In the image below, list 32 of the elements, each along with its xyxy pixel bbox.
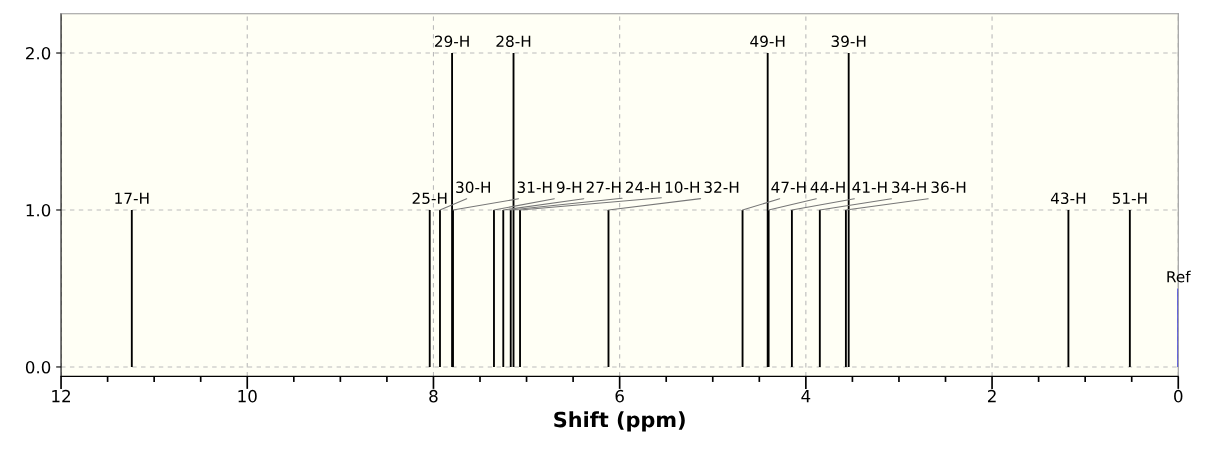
annotation: 47-H	[771, 181, 806, 193]
annotation: 31-H	[517, 181, 552, 194]
annotation: 10-H	[665, 181, 699, 194]
annotation: 32-H	[704, 181, 739, 194]
annotation: 51-H	[1112, 192, 1147, 205]
annotation: 9-H	[556, 181, 582, 194]
annotation: 44-H	[810, 181, 845, 193]
x-tick-label: 2	[987, 389, 996, 403]
annotation: 30-H	[456, 181, 490, 194]
x-tick-label: 6	[615, 389, 624, 403]
x-axis-title: Shift (ppm)	[554, 411, 685, 432]
annotation: 25-H	[412, 192, 447, 205]
annotation: 17-H	[115, 192, 149, 204]
annotation: 49-H	[750, 35, 785, 48]
x-tick-label: 0	[1174, 389, 1183, 403]
y-tick-label: 1.0	[26, 203, 51, 217]
x-tick-label: 4	[801, 390, 811, 403]
annotation: 43-H	[1050, 192, 1086, 205]
annotation: 27-H	[586, 181, 621, 193]
annotation: 24-H	[625, 181, 660, 193]
y-tick-label: 2.0	[26, 46, 51, 60]
annotation: 29-H	[434, 35, 469, 48]
annotation: Ref	[1167, 270, 1191, 283]
annotation: 39-H	[831, 35, 866, 48]
x-tick-label: 10	[238, 389, 257, 403]
annotation: 41-H	[852, 181, 887, 193]
annotation: 36-H	[931, 181, 966, 194]
x-tick-label: 8	[429, 389, 438, 403]
annotation: 28-H	[496, 35, 531, 48]
x-tick-label: 12	[52, 389, 70, 403]
y-tick-label: 0.0	[25, 360, 51, 374]
annotation: 34-H	[892, 181, 926, 194]
